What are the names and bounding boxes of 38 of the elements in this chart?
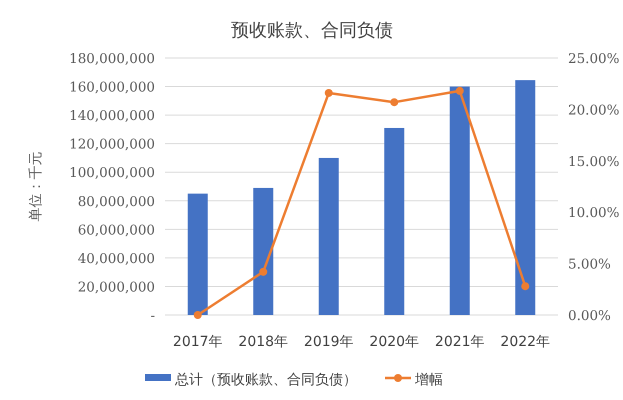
y2-tick-label: 20.00% bbox=[568, 102, 620, 118]
y-tick-label: 140,000,000 bbox=[69, 108, 155, 124]
bar bbox=[515, 80, 536, 315]
x-tick-label: 2018年 bbox=[238, 334, 288, 350]
legend-label: 增幅 bbox=[414, 372, 443, 388]
bar bbox=[450, 86, 470, 315]
legend-label: 总计（预收账款、合同负债） bbox=[174, 372, 357, 388]
x-tick-label: 2017年 bbox=[172, 334, 223, 350]
y-tick-label: 20,000,000 bbox=[78, 279, 155, 296]
y-tick-label: 160,000,000 bbox=[69, 80, 155, 96]
point bbox=[324, 88, 333, 97]
point bbox=[390, 98, 398, 106]
x-tick-label: 2020年 bbox=[369, 334, 420, 350]
bar bbox=[384, 128, 404, 315]
y2-tick-label: 0.00% bbox=[568, 308, 612, 324]
point bbox=[259, 268, 268, 276]
x-tick-label: 2019年 bbox=[304, 334, 354, 350]
y-tick-label: 180,000,000 bbox=[69, 51, 155, 67]
point bbox=[456, 86, 464, 95]
y2-tick-label: 15.00% bbox=[568, 154, 620, 170]
y-tick-label: 60,000,000 bbox=[78, 222, 155, 238]
y-tick-label: 40,000,000 bbox=[78, 250, 155, 267]
bar bbox=[253, 188, 274, 315]
y2-tick-label: 10.00% bbox=[568, 205, 620, 222]
y-tick-label: 120,000,000 bbox=[69, 136, 155, 153]
y-tick-label: 80,000,000 bbox=[78, 194, 155, 210]
bar bbox=[318, 158, 339, 315]
bar bbox=[188, 194, 208, 315]
point bbox=[521, 282, 530, 290]
y-tick-label: - bbox=[150, 308, 155, 324]
y2-tick-label: 25.00% bbox=[568, 51, 620, 67]
chart-title: 预收账款、合同负债 bbox=[231, 20, 393, 41]
y2-tick-label: 5.00% bbox=[568, 256, 612, 273]
y-axis-title: 单位：千元 bbox=[28, 152, 44, 222]
x-tick-label: 2022年 bbox=[500, 334, 550, 350]
x-tick-label: 2021年 bbox=[434, 334, 485, 350]
point bbox=[194, 311, 202, 319]
y-tick-label: 100,000,000 bbox=[69, 165, 155, 182]
